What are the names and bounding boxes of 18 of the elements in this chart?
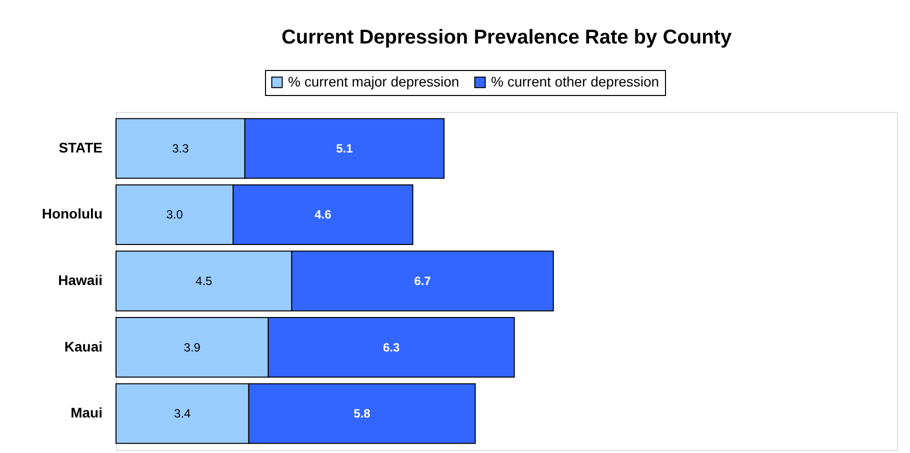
chart-title: Current Depression Prevalence Rate by County <box>281 26 732 48</box>
y-tick-label: Honolulu <box>42 206 102 222</box>
data-label: 3.9 <box>184 340 201 354</box>
legend-label: % current other depression <box>491 73 660 90</box>
data-label: 6.7 <box>414 274 432 288</box>
data-label: 4.6 <box>314 208 332 222</box>
y-tick-label: STATE <box>58 139 102 156</box>
data-label: 3.3 <box>172 141 190 156</box>
data-label: 3.4 <box>174 406 192 421</box>
y-tick-label: Kauai <box>64 338 102 354</box>
data-label: 6.3 <box>382 340 400 354</box>
data-label: 3.0 <box>166 208 184 222</box>
y-tick-label: Maui <box>70 404 102 421</box>
data-label: 5.8 <box>354 406 371 421</box>
y-tick-label: Hawaii <box>58 272 102 288</box>
data-label: 5.1 <box>336 141 354 156</box>
legend-label: % current major depression <box>288 73 460 90</box>
data-label: 4.5 <box>196 274 213 288</box>
